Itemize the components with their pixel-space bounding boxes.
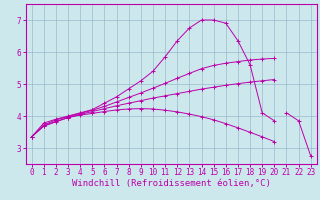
X-axis label: Windchill (Refroidissement éolien,°C): Windchill (Refroidissement éolien,°C) [72, 179, 271, 188]
